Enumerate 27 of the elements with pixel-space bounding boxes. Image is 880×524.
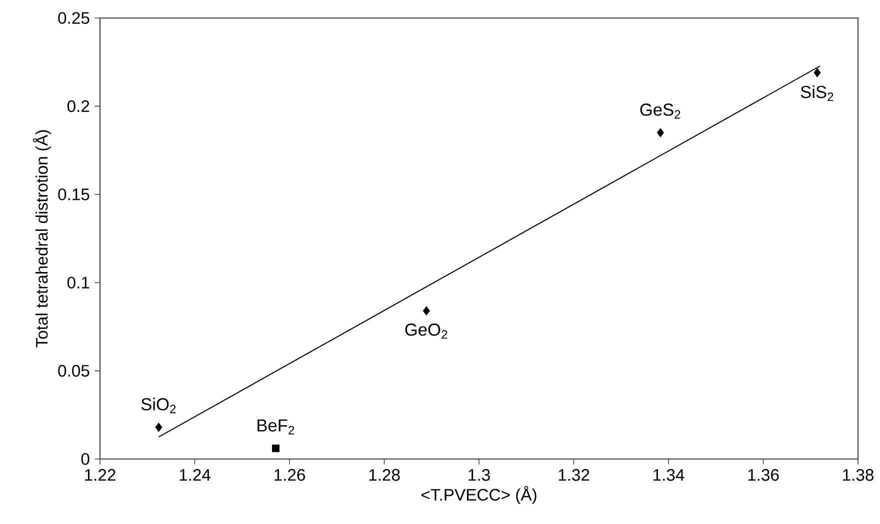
y-tick-label: 0 [81, 453, 90, 465]
x-tick-label: 1.34 [654, 469, 684, 481]
y-axis-title: Total tetrahedral distrotion (Å) [33, 130, 52, 348]
point [814, 68, 821, 78]
point [656, 128, 664, 138]
x-tick-label: 1.32 [558, 469, 590, 481]
x-axis-title: <T.PVECC> (Å) [421, 486, 536, 504]
y-tick-label: 0.25 [58, 12, 90, 24]
x-tick-label: 1.28 [369, 469, 400, 481]
y-tick-label: 0.05 [58, 364, 90, 377]
y-tick-label: 0.15 [58, 188, 90, 200]
y-tick-label: 0.1 [67, 276, 90, 288]
x-tick-label: 1.22 [85, 469, 116, 481]
annotation: BeF$_{2}$ [258, 419, 294, 434]
annotation: GeO$_{2}$ [405, 324, 448, 339]
annotation: SiS$_{2}$ [800, 85, 834, 101]
x-tick-label: 1.36 [748, 469, 779, 481]
annotation: SiO$_{2}$ [141, 398, 176, 414]
point [155, 422, 162, 432]
x-tick-label: 1.38 [843, 469, 874, 481]
point [272, 444, 280, 452]
x-tick-label: 1.24 [180, 469, 210, 481]
x-tick-label: 1.26 [274, 469, 305, 481]
annotation: GeS$_{2}$ [640, 104, 680, 119]
point [422, 306, 430, 316]
y-tick-label: 0.2 [67, 100, 90, 112]
x-tick-label: 1.3 [468, 469, 490, 481]
